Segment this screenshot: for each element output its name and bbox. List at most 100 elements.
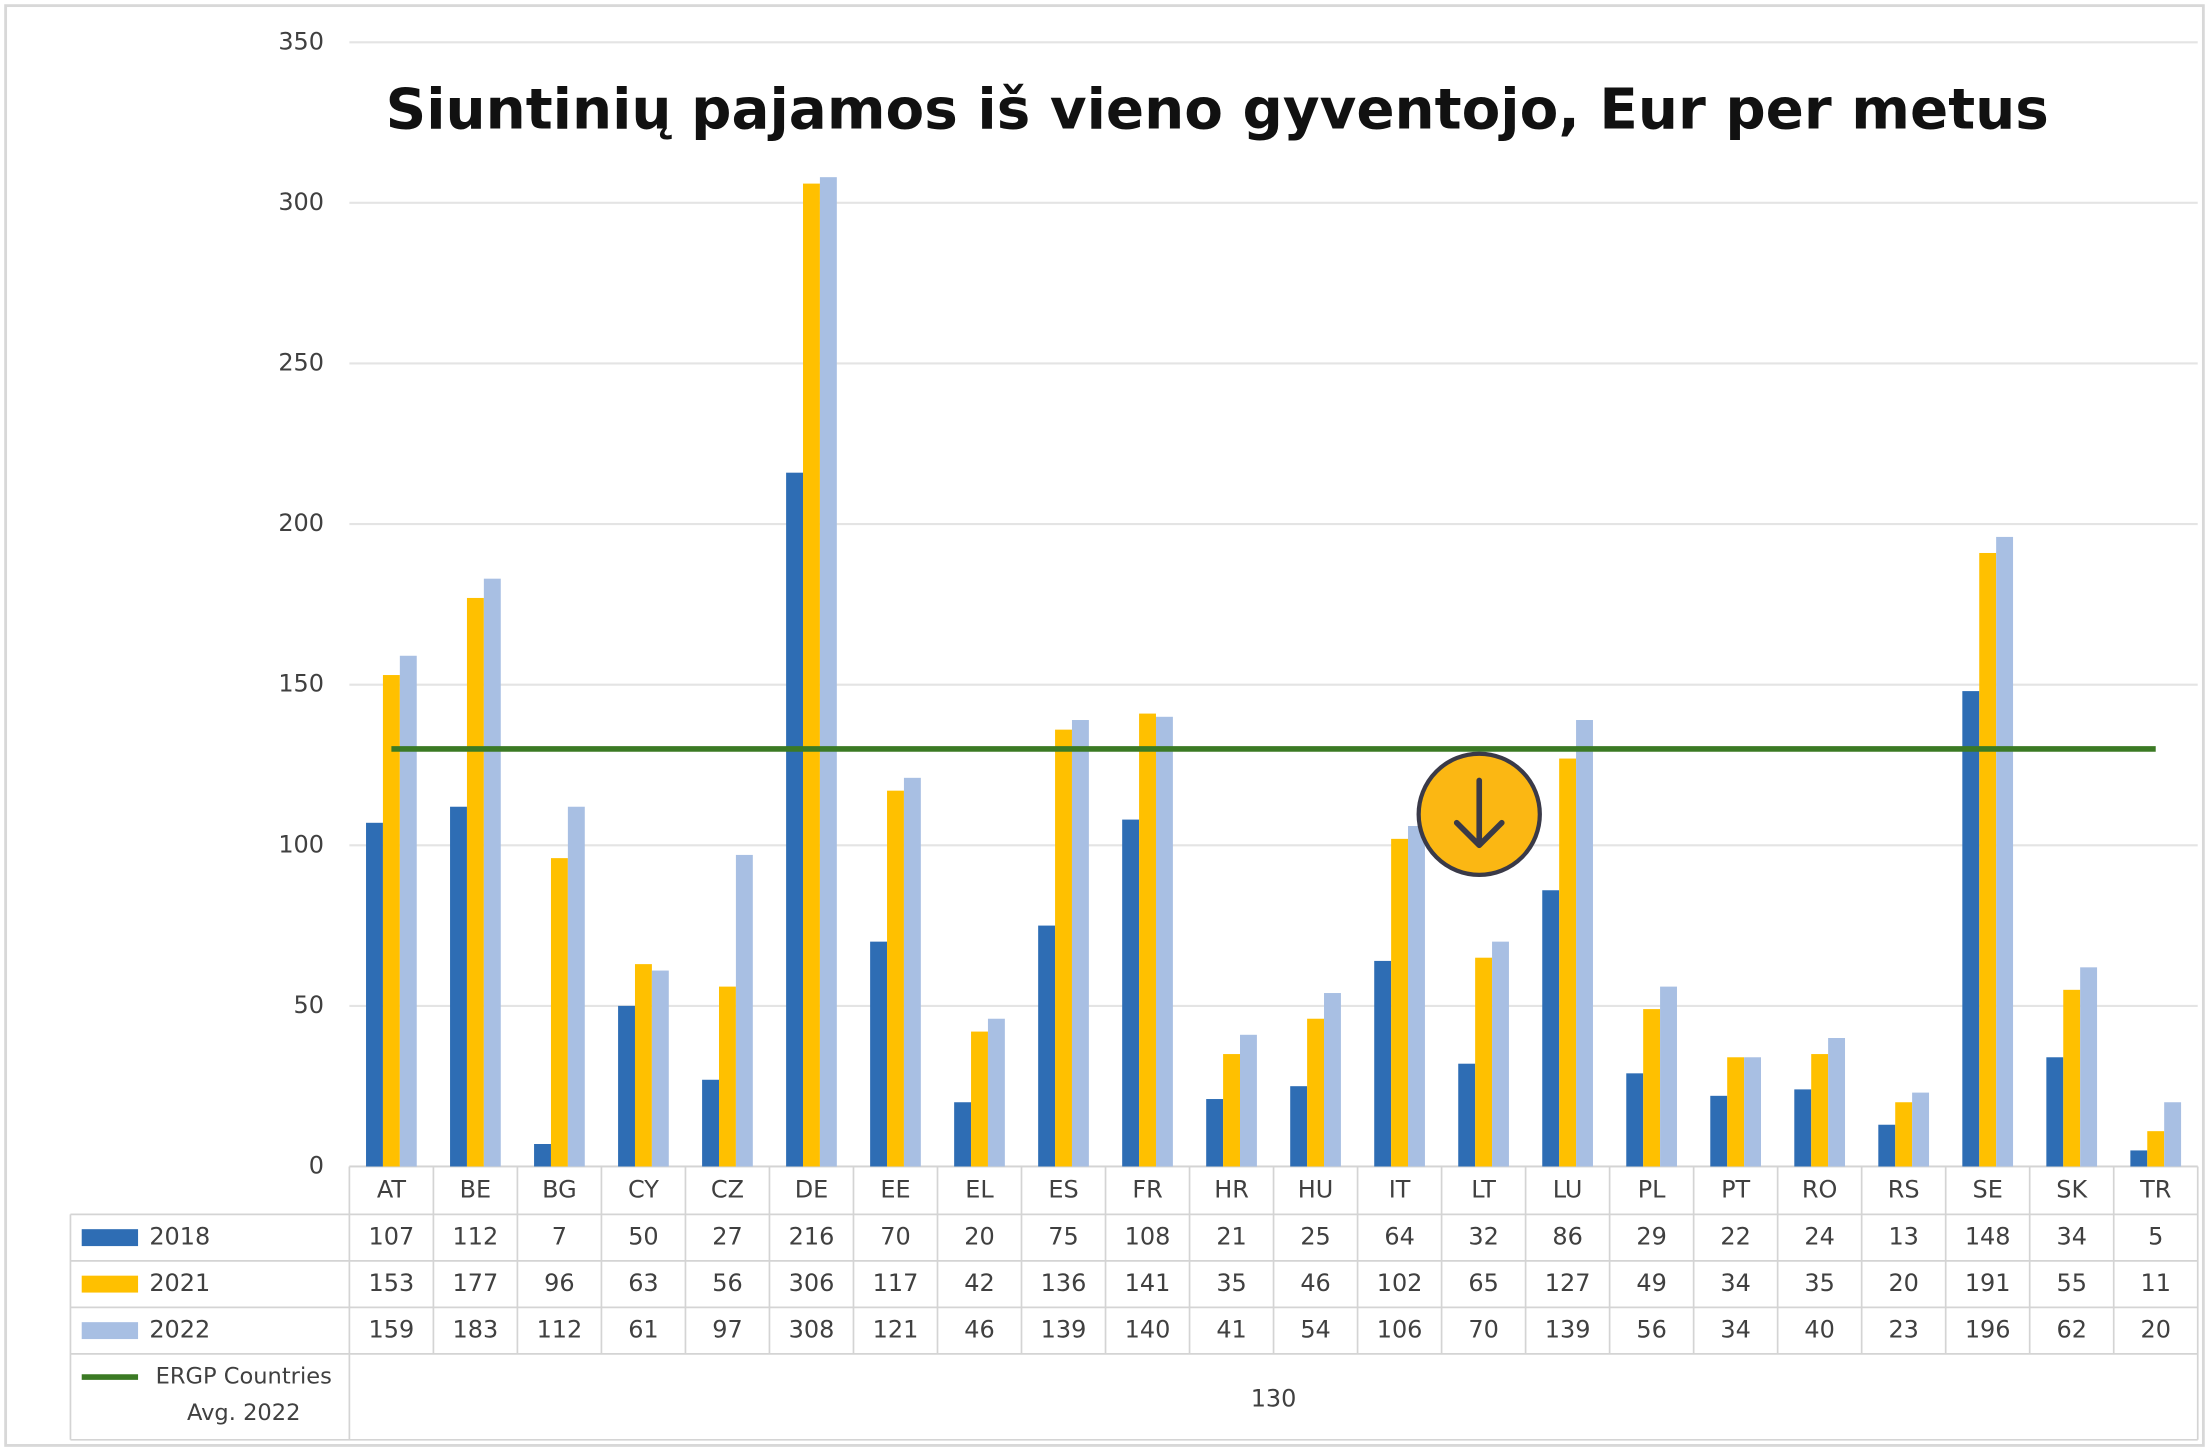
table-value: 24 (1804, 1223, 1834, 1251)
x-tick-label: CZ (711, 1175, 744, 1203)
bar (1895, 1102, 1913, 1167)
bar (1307, 1018, 1325, 1167)
bar (903, 777, 921, 1167)
bar (1458, 1063, 1476, 1167)
bar (1811, 1054, 1829, 1167)
bar (1710, 1095, 1728, 1167)
x-tick-label: FR (1132, 1175, 1162, 1203)
table-value: 13 (1888, 1223, 1918, 1251)
table-value: 5 (2148, 1223, 2163, 1251)
bar (1912, 1092, 1930, 1167)
table-value: 96 (544, 1269, 574, 1297)
table-value: 121 (873, 1316, 919, 1344)
bar (382, 675, 400, 1167)
y-tick-label: 100 (278, 830, 324, 858)
table-value: 308 (789, 1316, 835, 1344)
bar (2063, 989, 2081, 1167)
x-tick-label: TR (2139, 1175, 2171, 1203)
legend-swatch (81, 1322, 139, 1340)
bar (2164, 1102, 2182, 1167)
bar (1408, 826, 1425, 1167)
bar (1475, 957, 1493, 1167)
bar (1290, 1086, 1308, 1167)
table-value: 183 (453, 1316, 499, 1344)
table-value: 140 (1125, 1316, 1171, 1344)
table-value: 112 (537, 1316, 583, 1344)
table-value: 70 (1468, 1316, 1498, 1344)
table-value: 65 (1468, 1269, 1498, 1297)
x-tick-label: EL (965, 1175, 994, 1203)
bar (2080, 967, 2098, 1167)
bar (1643, 1009, 1661, 1167)
bar (618, 1005, 635, 1167)
x-tick-label: IT (1389, 1175, 1411, 1203)
table-value: 159 (369, 1316, 415, 1344)
bar (2046, 1057, 2064, 1167)
table-value: 20 (1888, 1269, 1918, 1297)
arrow-icon (1453, 777, 1505, 849)
bar (954, 1102, 972, 1167)
x-tick-label: AT (377, 1175, 407, 1203)
bar (1979, 552, 1997, 1167)
x-tick-label: ES (1048, 1175, 1078, 1203)
chart-body: Siuntinių pajamos iš vieno gyventojo, Eu… (4, 4, 2205, 1447)
bar (803, 183, 820, 1167)
bar (550, 858, 568, 1167)
table-value: 306 (789, 1269, 835, 1297)
x-tick-label: LT (1471, 1175, 1496, 1203)
table-value: 216 (789, 1223, 835, 1251)
bar (1744, 1057, 1761, 1167)
bar (1071, 720, 1089, 1167)
x-tick-label: PL (1638, 1175, 1666, 1203)
table-value: 153 (369, 1269, 415, 1297)
bar (1240, 1034, 1257, 1167)
table-value: 54 (1300, 1316, 1330, 1344)
table-value: 56 (712, 1269, 742, 1297)
table-value: 117 (873, 1269, 919, 1297)
y-tick-label: 250 (278, 348, 324, 376)
x-tick-label: EE (880, 1175, 910, 1203)
legend-label: 2021 (149, 1269, 210, 1297)
x-tick-label: CY (628, 1175, 659, 1203)
bar (1038, 925, 1056, 1167)
table-value: 29 (1636, 1223, 1666, 1251)
table-value: 61 (628, 1316, 658, 1344)
table-value: 102 (1377, 1269, 1423, 1297)
bar (1996, 536, 2014, 1167)
table-value: 177 (453, 1269, 499, 1297)
table-value: 34 (1720, 1269, 1750, 1297)
bar (567, 806, 585, 1167)
reference-value: 130 (1251, 1385, 1297, 1413)
x-tick-label: SE (1973, 1175, 2003, 1203)
table-value: 148 (1965, 1223, 2011, 1251)
bar (1559, 758, 1577, 1167)
table-value: 191 (1965, 1269, 2011, 1297)
bar (399, 655, 417, 1167)
bar (1155, 716, 1173, 1167)
x-tick-label: BG (542, 1175, 577, 1203)
x-tick-label: RO (1802, 1175, 1837, 1203)
bar (634, 964, 652, 1167)
bar (971, 1031, 988, 1167)
table-value: 62 (2056, 1316, 2086, 1344)
bar (887, 790, 904, 1167)
bar (1223, 1054, 1241, 1167)
bar (702, 1079, 720, 1167)
bar (1492, 941, 1509, 1167)
table-value: 23 (1888, 1316, 1918, 1344)
scroll-down-button[interactable] (1416, 751, 1542, 877)
legend-label: ERGP Countries Avg. 2022 (155, 1361, 332, 1426)
x-tick-label: SK (2056, 1175, 2088, 1203)
table-value: 106 (1377, 1316, 1423, 1344)
table-value: 11 (2140, 1269, 2170, 1297)
bar (2130, 1150, 2148, 1167)
table-value: 34 (2056, 1223, 2086, 1251)
table-value: 27 (712, 1223, 742, 1251)
y-tick-label: 0 (309, 1151, 324, 1179)
bar (466, 597, 484, 1167)
bar (534, 1144, 551, 1167)
table-value: 136 (1041, 1269, 1087, 1297)
table-value: 25 (1300, 1223, 1330, 1251)
table-value: 75 (1048, 1223, 1078, 1251)
